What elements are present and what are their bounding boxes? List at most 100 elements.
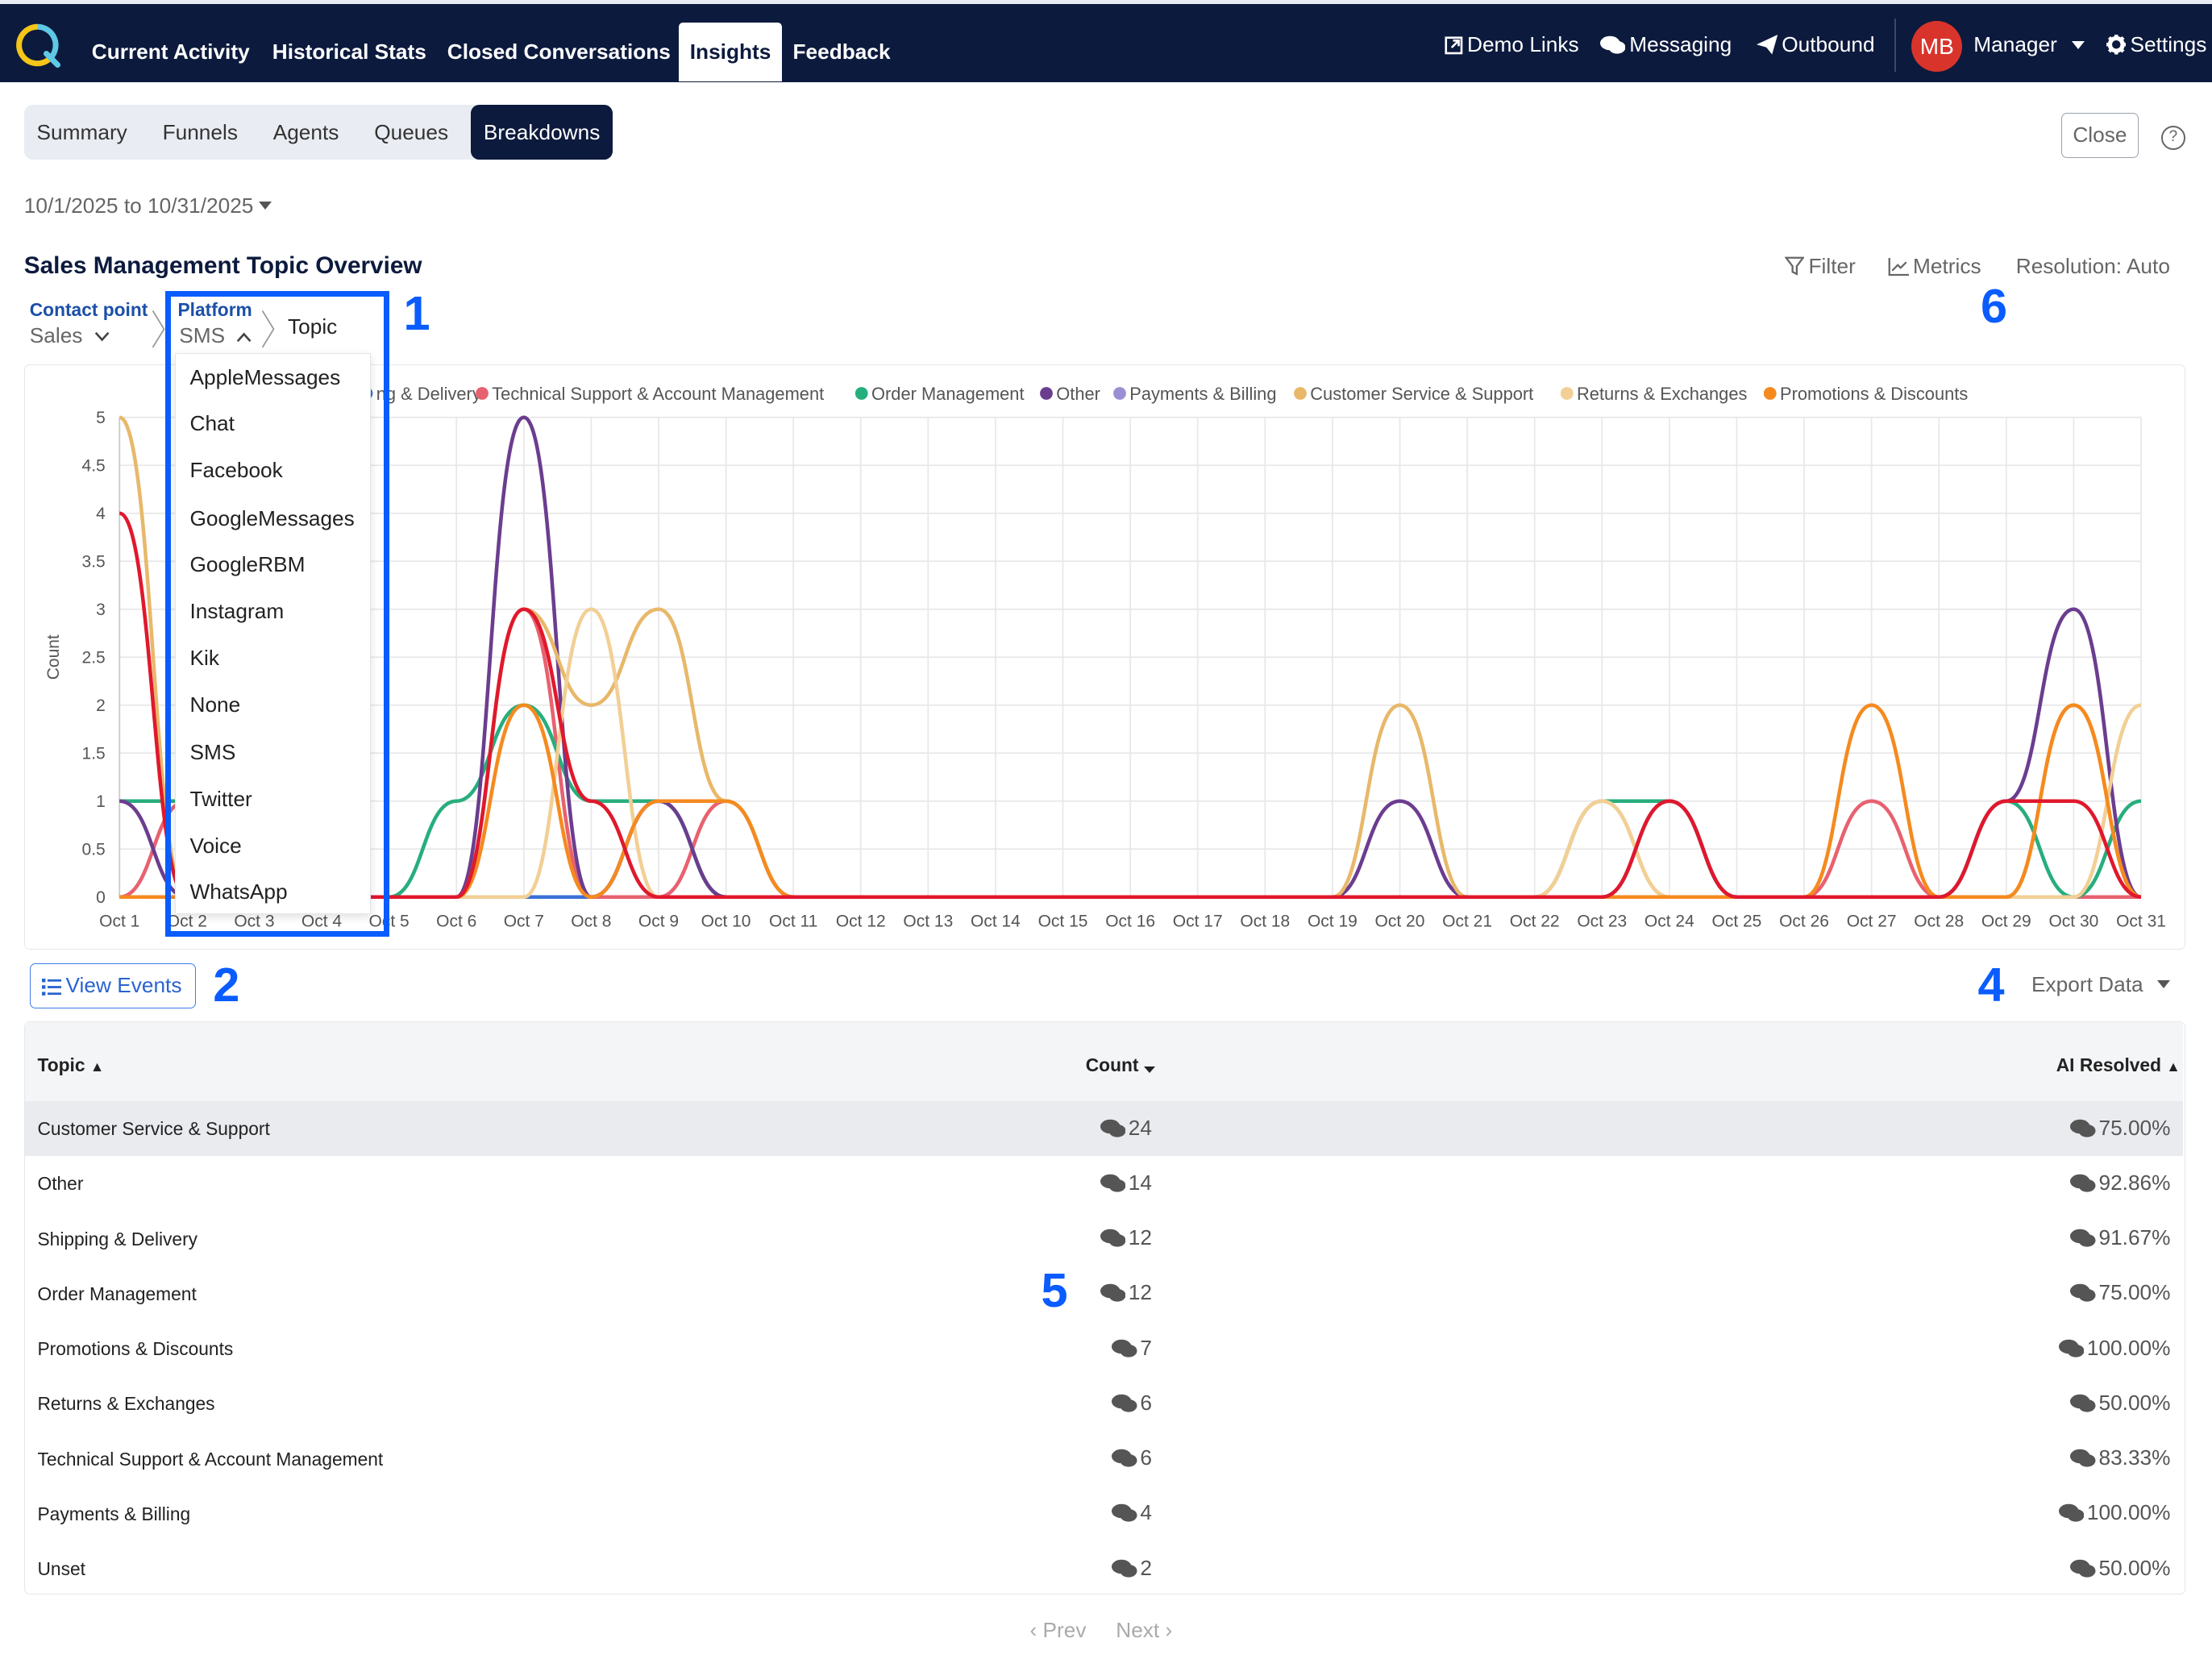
ai-resolved-column-header[interactable]: AI Resolved ▲︎ (2056, 1054, 2181, 1076)
y-tick-label: 5 (96, 408, 106, 426)
x-tick-label: Oct 26 (1779, 912, 1829, 930)
x-tick-label: Oct 3 (234, 912, 274, 930)
y-tick-label: 1.5 (81, 744, 105, 763)
ai-resolved-value: 50.00% (2098, 1555, 2171, 1580)
subtab-breakdowns[interactable]: Breakdowns (471, 104, 613, 160)
annotation-marker-1: 1 (403, 285, 430, 340)
subtab-agents[interactable]: Agents (272, 119, 339, 144)
x-tick-label: Oct 8 (571, 912, 611, 930)
next-page-button[interactable]: Next › (1116, 1618, 1173, 1643)
platform-option-applemessages[interactable]: AppleMessages (189, 364, 341, 389)
avatar[interactable]: MB (1911, 21, 1963, 72)
platform-option-instagram[interactable]: Instagram (189, 599, 285, 623)
annotation-marker-5: 5 (1041, 1263, 1068, 1318)
table-row[interactable]: Promotions & Discounts 7 100.00% (25, 1321, 2184, 1376)
ai-resolved-value: 100.00% (2086, 1335, 2171, 1360)
x-tick-label: Oct 25 (1711, 912, 1761, 930)
x-tick-label: Oct 6 (436, 912, 476, 930)
ai-resolved-value: 100.00% (2086, 1500, 2171, 1525)
role-label: Manager (1973, 32, 2057, 56)
platform-option-kik[interactable]: Kik (189, 645, 219, 670)
table-row[interactable]: Technical Support & Account Management 6 8… (25, 1432, 2184, 1486)
table-row[interactable]: Payments & Billing 4 100.00% (25, 1486, 2184, 1541)
platform-option-none[interactable]: None (189, 692, 241, 717)
export-data-button[interactable]: Export Data (2031, 972, 2171, 997)
gear-icon (2106, 35, 2127, 55)
breadcrumb-separator-icon (152, 310, 165, 347)
comments-icon (2070, 1559, 2096, 1578)
close-button[interactable]: Close (2060, 113, 2139, 158)
count-cell: 12 (1100, 1225, 1152, 1250)
chevron-up-icon (237, 332, 252, 342)
app-logo-icon[interactable] (15, 23, 61, 68)
x-tick-label: Oct 4 (301, 912, 343, 930)
settings-link[interactable]: Settings (2106, 4, 2206, 86)
table-row[interactable]: Order Management 12 75.00% (25, 1266, 2184, 1321)
comments-icon (1112, 1449, 1137, 1467)
demo-links-link[interactable]: Demo Links (1445, 4, 1579, 86)
comments-icon (1112, 1394, 1137, 1412)
subtab-queues[interactable]: Queues (374, 119, 449, 144)
x-tick-label: Oct 28 (1914, 912, 1964, 930)
nav-tab-feedback[interactable]: Feedback (792, 40, 891, 64)
platform-option-facebook[interactable]: Facebook (189, 458, 283, 482)
nav-tab-historical-stats[interactable]: Historical Stats (272, 40, 426, 64)
chevron-down-icon (2071, 40, 2085, 49)
topic-column-header[interactable]: Topic ▲︎ (38, 1054, 105, 1076)
count-cell: 12 (1100, 1280, 1152, 1305)
nav-tab-closed-conversations[interactable]: Closed Conversations (447, 40, 671, 64)
role-menu[interactable]: Manager (1973, 4, 2085, 86)
table-row[interactable]: Unset 2 50.00% (25, 1541, 2184, 1596)
legend-marker (1112, 386, 1126, 400)
top-navbar: Current Activity Historical Stats Closed… (0, 0, 2212, 82)
topic-cell: Shipping & Delivery (37, 1228, 198, 1249)
count-column-header[interactable]: Count (1086, 1054, 1155, 1076)
platform-option-googlerbm[interactable]: GoogleRBM (189, 552, 306, 577)
count-cell: 4 (1112, 1500, 1152, 1525)
table-row[interactable]: Other 14 92.86% (25, 1156, 2184, 1211)
platform-option-voice[interactable]: Voice (189, 833, 242, 858)
y-tick-label: 3 (96, 600, 106, 618)
x-tick-label: Oct 19 (1308, 912, 1358, 930)
filter-button[interactable]: Filter (1784, 254, 1856, 279)
table-row[interactable]: Returns & Exchanges 6 50.00% (25, 1376, 2184, 1431)
platform-selector[interactable]: SMS (179, 323, 252, 348)
platform-option-chat[interactable]: Chat (189, 411, 235, 436)
comments-icon (2070, 1284, 2096, 1302)
external-link-icon (1445, 36, 1463, 55)
topic-cell: Order Management (37, 1283, 197, 1304)
subtab-funnels[interactable]: Funnels (162, 119, 238, 144)
metrics-button[interactable]: Metrics (1888, 254, 1981, 279)
view-events-label: View Events (65, 973, 182, 998)
x-tick-label: Oct 31 (2116, 912, 2166, 930)
topic-breadcrumb: Topic (288, 314, 338, 339)
subtab-summary[interactable]: Summary (36, 119, 127, 144)
outbound-link[interactable]: Outbound (1756, 4, 1875, 86)
table-row[interactable]: Customer Service & Support 24 75.00% (24, 1101, 2184, 1157)
x-tick-label: Oct 11 (769, 912, 817, 930)
count-value: 12 (1128, 1280, 1152, 1305)
nav-tab-current-activity[interactable]: Current Activity (91, 40, 250, 64)
platform-option-googlemessages[interactable]: GoogleMessages (189, 505, 355, 530)
ai-resolved-value: 92.86% (2098, 1170, 2171, 1195)
topic-cell: Other (37, 1173, 84, 1195)
breadcrumb-separator-icon (261, 310, 275, 347)
help-icon[interactable]: ? (2161, 125, 2185, 150)
annotation-marker-4: 4 (1977, 957, 2005, 1012)
date-range-picker[interactable]: 10/1/2025 to 10/31/2025 (24, 193, 272, 218)
legend-marker (854, 386, 868, 400)
comments-icon (2058, 1504, 2085, 1522)
platform-option-twitter[interactable]: Twitter (189, 786, 252, 811)
prev-page-button[interactable]: ‹ Prev (1029, 1618, 1087, 1643)
platform-option-whatsapp[interactable]: WhatsApp (189, 879, 288, 904)
view-events-button[interactable]: View Events (29, 963, 197, 1009)
contact-point-selector[interactable]: Sales (30, 323, 110, 348)
table-row[interactable]: Shipping & Delivery 12 91.67% (25, 1212, 2184, 1266)
messaging-link[interactable]: Messaging (1599, 4, 1732, 86)
platform-option-sms[interactable]: SMS (189, 740, 236, 764)
ai-resolved-value: 50.00% (2098, 1390, 2171, 1415)
nav-tab-insights[interactable]: Insights (678, 22, 782, 82)
count-value: 6 (1140, 1390, 1152, 1415)
resolution-selector[interactable]: Resolution: Auto (2015, 254, 2170, 278)
list-icon (41, 978, 62, 996)
